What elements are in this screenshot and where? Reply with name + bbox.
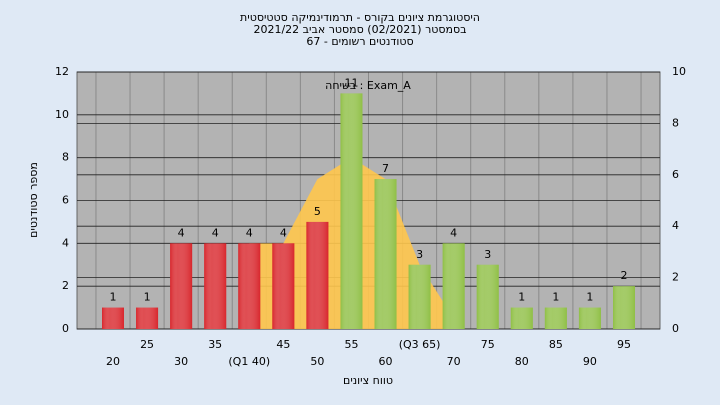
title-line: סטודנטים רשומים - 67 [306,35,413,48]
value-label: 4 [450,226,457,239]
bar-shine [136,307,159,329]
y2-tick-label: 4 [672,219,679,232]
x-tick-label: 80 [515,355,529,368]
bar-shine [578,307,601,329]
y-tick-label: 0 [62,322,69,335]
y-axis-title: מספר סטודנטים [27,162,40,238]
y-tick-label: 12 [55,65,69,78]
y-tick-label: 6 [62,194,69,207]
value-label: 1 [144,291,151,304]
bar-shine [306,221,329,329]
y2-tick-label: 10 [672,65,686,78]
annotation: בשיחה : Exam_A [325,79,411,92]
x-tick-label: (Q1 40) [228,355,270,368]
bar-shine [340,93,363,330]
value-label: 4 [280,226,287,239]
x-tick-label: 60 [379,355,393,368]
value-label: 11 [344,76,358,89]
bar-shine [374,179,397,329]
value-label: 4 [246,226,253,239]
x-axis-title: טווח ציונים [343,374,393,387]
x-tick-label: (Q3 65) [399,338,441,351]
value-label: 2 [621,269,628,282]
y-tick-label: 8 [62,151,69,164]
x-tick-label: 35 [208,338,222,351]
x-tick-label: 50 [310,355,324,368]
y-tick-label: 4 [62,236,69,249]
title-line: היסטוגרמת ציונים בקורס - תרמודינמיקה סטט… [240,11,480,24]
bar-shine [613,286,635,329]
value-label: 7 [382,162,389,175]
bar-shine [238,243,261,329]
x-tick-label: 85 [549,338,563,351]
y2-tick-label: 0 [672,322,679,335]
value-label: 5 [314,205,321,218]
value-label: 3 [484,248,491,261]
title-line: בסמסטר (02/2021) סמסטר אביב 2021/22 [253,23,466,36]
bar-shine [510,307,533,329]
x-tick-label: 20 [106,355,120,368]
value-label: 1 [518,291,525,304]
bar-shine [544,307,567,329]
value-label: 4 [178,226,185,239]
value-label: 3 [416,248,423,261]
bar-shine [102,307,124,329]
x-tick-label: 30 [174,355,188,368]
value-label: 4 [212,226,219,239]
y-tick-label: 10 [55,108,69,121]
value-label: 1 [552,291,559,304]
bar-shine [408,264,431,329]
y-tick-label: 2 [62,279,69,292]
x-tick-label: 70 [447,355,461,368]
x-tick-label: 55 [344,338,358,351]
x-tick-label: 95 [617,338,631,351]
y2-tick-label: 8 [672,116,679,129]
bar-shine [442,243,465,329]
y2-tick-label: 2 [672,271,679,284]
bar-shine [170,243,193,329]
x-tick-label: 25 [140,338,154,351]
value-label: 1 [586,291,593,304]
bar-shine [272,243,295,329]
bar-shine [476,264,499,329]
y2-tick-label: 6 [672,168,679,181]
value-label: 1 [110,291,117,304]
x-tick-label: 45 [276,338,290,351]
x-tick-label: 75 [481,338,495,351]
x-tick-label: 90 [583,355,597,368]
bar-shine [204,243,227,329]
